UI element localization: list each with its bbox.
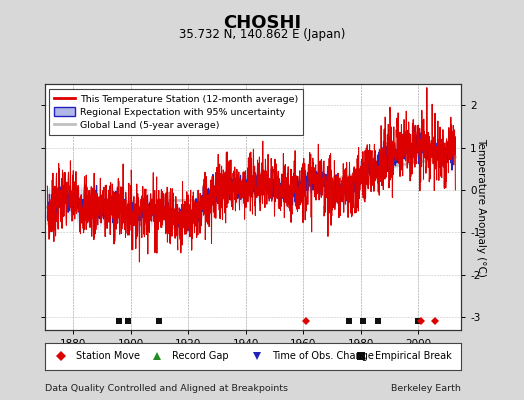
Text: 35.732 N, 140.862 E (Japan): 35.732 N, 140.862 E (Japan): [179, 28, 345, 41]
Text: CHOSHI: CHOSHI: [223, 14, 301, 32]
Text: Record Gap: Record Gap: [171, 351, 228, 361]
Text: Berkeley Earth: Berkeley Earth: [391, 384, 461, 393]
Text: Time of Obs. Change: Time of Obs. Change: [271, 351, 374, 361]
Y-axis label: Temperature Anomaly (°C): Temperature Anomaly (°C): [476, 138, 486, 276]
Legend: This Temperature Station (12-month average), Regional Expectation with 95% uncer: This Temperature Station (12-month avera…: [49, 89, 303, 135]
Text: Data Quality Controlled and Aligned at Breakpoints: Data Quality Controlled and Aligned at B…: [45, 384, 288, 393]
Text: Station Move: Station Move: [76, 351, 140, 361]
Text: Empirical Break: Empirical Break: [375, 351, 452, 361]
